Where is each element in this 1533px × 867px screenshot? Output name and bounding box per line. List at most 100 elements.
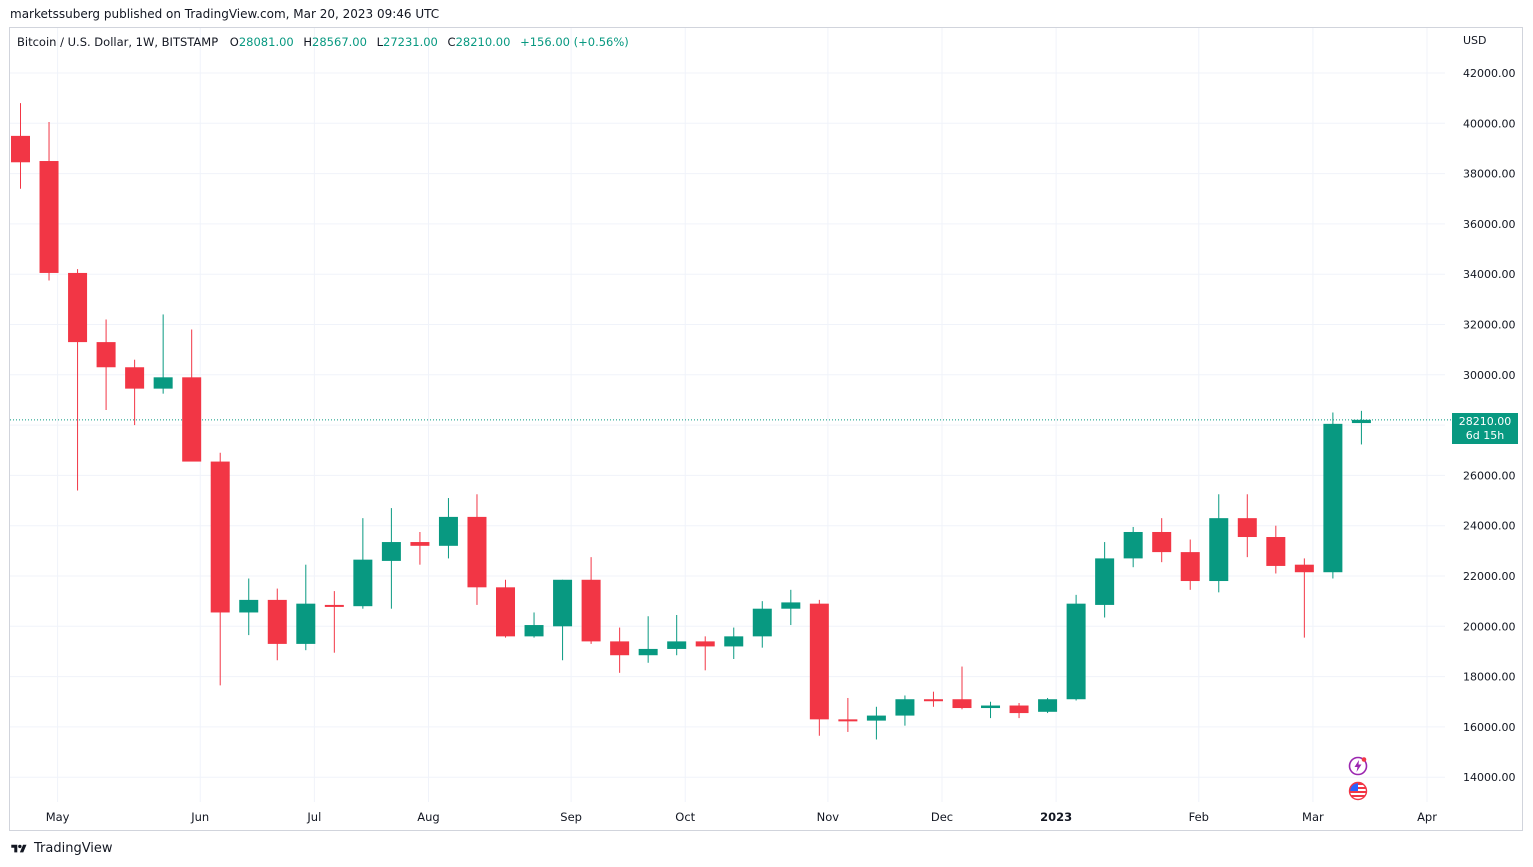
candle xyxy=(667,614,687,656)
candle-body xyxy=(866,715,886,721)
candle xyxy=(610,627,630,673)
candle-body xyxy=(1038,699,1058,712)
candle-body xyxy=(296,603,316,644)
candle xyxy=(581,557,601,644)
candle-body xyxy=(1095,558,1115,605)
high-value: 28567.00 xyxy=(312,35,367,49)
candle xyxy=(952,666,972,710)
low-label: L xyxy=(376,35,383,49)
candle xyxy=(752,601,772,648)
candle xyxy=(239,578,259,636)
candle-body xyxy=(809,603,829,720)
candle-body xyxy=(1180,552,1200,582)
candle xyxy=(1123,526,1143,568)
y-tick-label: 32000.00 xyxy=(1463,319,1516,332)
candle-body xyxy=(1152,531,1172,553)
candle-body xyxy=(267,599,287,644)
x-tick-label: 2023 xyxy=(1040,810,1072,824)
candle-body xyxy=(438,516,458,546)
candle xyxy=(781,589,801,626)
bar-countdown: 6d 15h xyxy=(1465,429,1505,442)
candle-body xyxy=(1066,603,1086,700)
footer-brand-text: TradingView xyxy=(34,841,113,856)
currency-label[interactable]: USD xyxy=(1463,34,1487,47)
candle-body xyxy=(410,542,430,546)
candle xyxy=(68,269,88,491)
publisher-line: marketssuberg published on TradingView.c… xyxy=(10,7,440,21)
candle xyxy=(866,706,886,740)
close-label: C xyxy=(447,35,456,49)
candle-body xyxy=(96,342,116,368)
candle xyxy=(1152,518,1172,563)
candle-body xyxy=(1009,705,1029,714)
candle xyxy=(496,579,516,638)
candle-body xyxy=(952,699,972,709)
candle xyxy=(353,518,373,609)
candle xyxy=(381,508,401,609)
x-tick-label: Feb xyxy=(1189,810,1209,824)
candle-body xyxy=(638,648,658,656)
candle-body xyxy=(781,602,801,609)
candle-body xyxy=(11,135,30,163)
candle xyxy=(410,531,430,565)
candle-body xyxy=(1237,518,1257,538)
candle xyxy=(895,695,915,726)
y-tick-label: 14000.00 xyxy=(1463,771,1516,784)
y-tick-label: 26000.00 xyxy=(1463,469,1516,482)
candle-body xyxy=(210,461,230,613)
candle xyxy=(11,103,30,189)
x-tick-label: Nov xyxy=(817,810,840,824)
y-tick-label: 18000.00 xyxy=(1463,671,1516,684)
candle-body xyxy=(524,625,544,637)
candle-body xyxy=(153,377,173,389)
lightning-event-icon[interactable] xyxy=(1348,756,1368,776)
candle xyxy=(638,616,658,663)
candle xyxy=(153,314,173,394)
grid-lines xyxy=(10,28,1445,802)
y-tick-label: 16000.00 xyxy=(1463,721,1516,734)
y-tick-label: 34000.00 xyxy=(1463,268,1516,281)
current-price-tag: 28210.00 6d 15h xyxy=(1452,413,1518,444)
candle-body xyxy=(667,641,687,649)
candle xyxy=(1209,494,1229,593)
candle-body xyxy=(353,559,373,607)
symbol-legend[interactable]: Bitcoin / U.S. Dollar, 1W, BITSTAMP O280… xyxy=(17,35,629,49)
chart-frame[interactable] xyxy=(9,27,1523,831)
candle-body xyxy=(1323,423,1343,573)
candle xyxy=(695,636,715,671)
y-tick-label: 20000.00 xyxy=(1463,620,1516,633)
candle xyxy=(296,564,316,651)
x-tick-label: Aug xyxy=(417,810,439,824)
symbol-name: Bitcoin / U.S. Dollar, 1W, BITSTAMP xyxy=(17,35,219,49)
candle-body xyxy=(1294,564,1314,573)
candle-body xyxy=(838,719,858,722)
y-axis: 14000.00 16000.00 18000.00 20000.00 22000.00… xyxy=(1463,67,1516,784)
candle xyxy=(1009,703,1029,719)
candle xyxy=(182,329,202,462)
candle xyxy=(1323,412,1343,579)
footer-brand[interactable]: TradingView xyxy=(10,841,113,856)
candle xyxy=(724,627,744,659)
candle xyxy=(267,588,287,661)
x-tick-label: Sep xyxy=(560,810,582,824)
candle-body xyxy=(752,608,772,637)
candle xyxy=(39,122,59,281)
candle xyxy=(1294,558,1314,638)
candle xyxy=(553,579,573,661)
open-value: 28081.00 xyxy=(238,35,294,49)
candle-body xyxy=(895,699,915,716)
candle xyxy=(838,697,858,732)
candle xyxy=(438,498,458,559)
y-tick-label: 40000.00 xyxy=(1463,117,1516,130)
us-flag-event-icon[interactable] xyxy=(1348,781,1368,801)
x-tick-label: Jun xyxy=(190,810,209,824)
candle-body xyxy=(923,699,943,702)
candle-body xyxy=(1209,518,1229,582)
high-label: H xyxy=(303,35,313,49)
x-tick-label: Mar xyxy=(1302,810,1324,824)
y-tick-label: 42000.00 xyxy=(1463,67,1516,80)
candle xyxy=(467,494,487,605)
candle xyxy=(1180,539,1200,590)
open-label: O xyxy=(229,35,239,49)
